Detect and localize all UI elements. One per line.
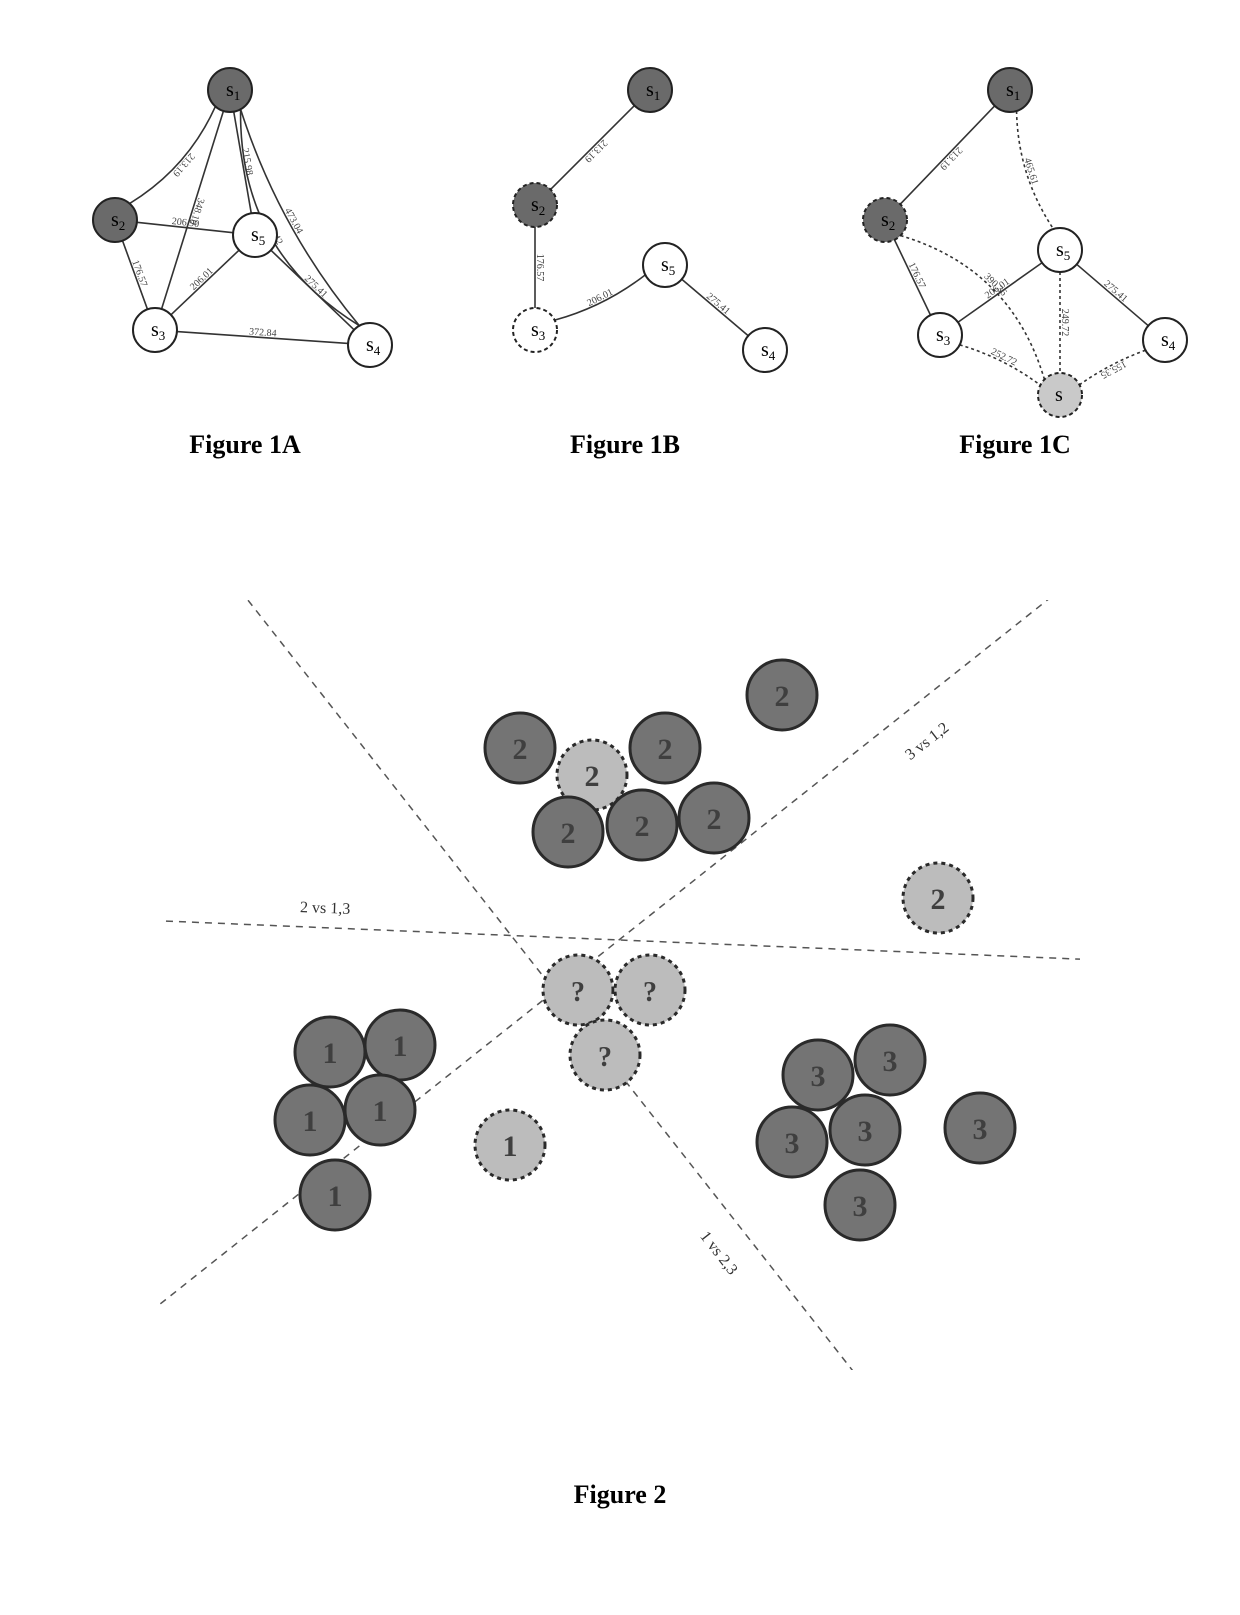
svg-text:3: 3 (811, 1060, 826, 1093)
svg-text:1: 1 (303, 1105, 318, 1138)
svg-text:213.19: 213.19 (937, 144, 964, 171)
svg-text:1: 1 (328, 1180, 343, 1213)
svg-text:2 vs 1,3: 2 vs 1,3 (300, 899, 351, 918)
svg-text:2: 2 (707, 803, 722, 836)
svg-text:473.04: 473.04 (282, 206, 305, 235)
svg-text:3: 3 (858, 1115, 873, 1148)
svg-text:213.19: 213.19 (170, 151, 196, 179)
svg-text:?: ? (643, 977, 657, 1008)
caption-figure-1a: Figure 1A (60, 430, 430, 460)
svg-text:206.01: 206.01 (188, 266, 216, 293)
svg-text:176.57: 176.57 (534, 254, 545, 282)
svg-text:2: 2 (561, 817, 576, 850)
svg-text:2: 2 (513, 733, 528, 766)
svg-text:3 vs 1,2: 3 vs 1,2 (902, 719, 952, 763)
svg-text:372.84: 372.84 (249, 327, 277, 340)
svg-text:2: 2 (931, 883, 946, 916)
svg-text:3: 3 (853, 1190, 868, 1223)
svg-text:2: 2 (658, 733, 673, 766)
svg-text:155.35: 155.35 (1099, 358, 1128, 381)
svg-text:?: ? (598, 1042, 612, 1073)
svg-text:275.41: 275.41 (1101, 278, 1129, 304)
svg-text:1: 1 (393, 1030, 408, 1063)
figure-2-scatter: 3 vs 1,21 vs 2,32 vs 1,322222222???11111… (160, 600, 1080, 1370)
figure-1a-graph: 213.19348.10215.98467.42473.04206.90176.… (60, 50, 430, 390)
caption-figure-2: Figure 2 (0, 1480, 1240, 1510)
svg-text:1 vs 2,3: 1 vs 2,3 (696, 1228, 740, 1278)
svg-text:2: 2 (635, 810, 650, 843)
svg-text:249.72: 249.72 (1059, 309, 1070, 337)
svg-text:1: 1 (503, 1130, 518, 1163)
svg-text:1: 1 (323, 1037, 338, 1070)
svg-text:176.57: 176.57 (129, 259, 149, 289)
caption-figure-1c: Figure 1C (815, 430, 1215, 460)
svg-text:206.01: 206.01 (585, 287, 615, 309)
svg-text:213.19: 213.19 (582, 137, 609, 164)
svg-text:?: ? (571, 977, 585, 1008)
svg-text:275.41: 275.41 (302, 273, 329, 300)
svg-text:275.41: 275.41 (704, 291, 732, 317)
svg-text:3: 3 (973, 1113, 988, 1146)
svg-text:3: 3 (785, 1127, 800, 1160)
figure-1b-graph: 213.19176.57206.01275.41s1s2s3s5s4 (440, 50, 810, 390)
svg-text:1: 1 (373, 1095, 388, 1128)
svg-text:465.61: 465.61 (1021, 157, 1040, 187)
caption-figure-1b: Figure 1B (440, 430, 810, 460)
svg-text:2: 2 (585, 760, 600, 793)
svg-text:s: s (1055, 384, 1063, 406)
svg-text:2: 2 (775, 680, 790, 713)
svg-text:176.57: 176.57 (906, 261, 928, 291)
figure-1c-graph: 213.19176.57206.01275.41465.61252.72249.… (815, 50, 1215, 430)
svg-text:3: 3 (883, 1045, 898, 1078)
svg-text:252.72: 252.72 (989, 346, 1019, 368)
svg-text:206.90: 206.90 (171, 216, 200, 230)
